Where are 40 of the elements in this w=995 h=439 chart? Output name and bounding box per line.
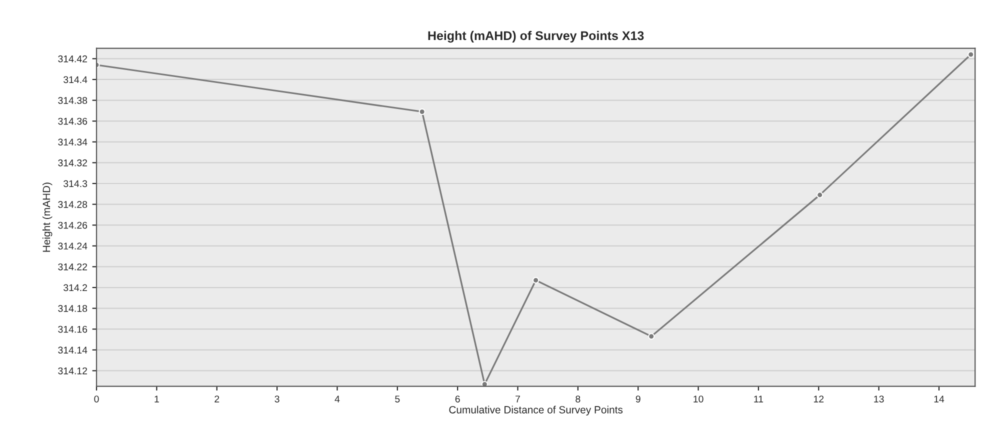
x-tick-label: 12: [814, 396, 824, 402]
point: [418, 108, 426, 116]
point: [816, 192, 824, 198]
x-tick-label: 11: [754, 396, 764, 402]
y-tick-label: 314.3: [64, 180, 88, 188]
y-tick-label: 314.22: [58, 263, 87, 270]
x-tick-label: 7: [516, 396, 520, 402]
y-tick-label: 314.18: [58, 305, 88, 312]
x-tick-label: 3: [274, 396, 280, 402]
x-tick-label: 2: [214, 396, 220, 402]
y-tick-label: 314.26: [58, 222, 88, 229]
y-tick-label: 314.42: [58, 55, 87, 62]
x-tick-label: 1: [154, 396, 159, 402]
y-tick-label: 314.28: [58, 201, 88, 208]
y-tick-label: 314.16: [58, 326, 88, 333]
x-axis-title: Cumulative Distance of Survey Points: [449, 406, 623, 416]
y-tick-label: 314.34: [58, 138, 88, 146]
x-tick-label: 4: [334, 396, 340, 402]
x-tick-label: 10: [694, 396, 704, 402]
x-tick-label: 13: [874, 396, 884, 402]
point: [481, 380, 488, 386]
y-axis-title: Height (mAHD): [42, 182, 52, 252]
y-tick-label: 314.38: [58, 97, 88, 104]
x-tick-label: 14: [934, 396, 944, 402]
y-tick-label: 314.4: [64, 76, 88, 84]
x-tick-label: 6: [455, 396, 460, 402]
point: [648, 333, 655, 340]
x-tick-label: 5: [395, 396, 400, 402]
y-tick-label: 314.36: [58, 118, 88, 125]
x-tick-label: 0: [94, 396, 99, 402]
y-tick-label: 314.24: [58, 242, 88, 250]
x-tick-label: 9: [636, 396, 640, 402]
x-tick-label: 8: [576, 396, 580, 402]
point: [968, 51, 974, 58]
y-tick-label: 314.14: [58, 346, 88, 354]
y-tick-label: 314.12: [58, 367, 87, 374]
point: [532, 276, 540, 284]
y-tick-label: 314.2: [64, 284, 87, 292]
chart-title: Height (mAHD) of Survey Points X13: [428, 30, 644, 43]
y-tick-label: 314.32: [58, 159, 87, 166]
